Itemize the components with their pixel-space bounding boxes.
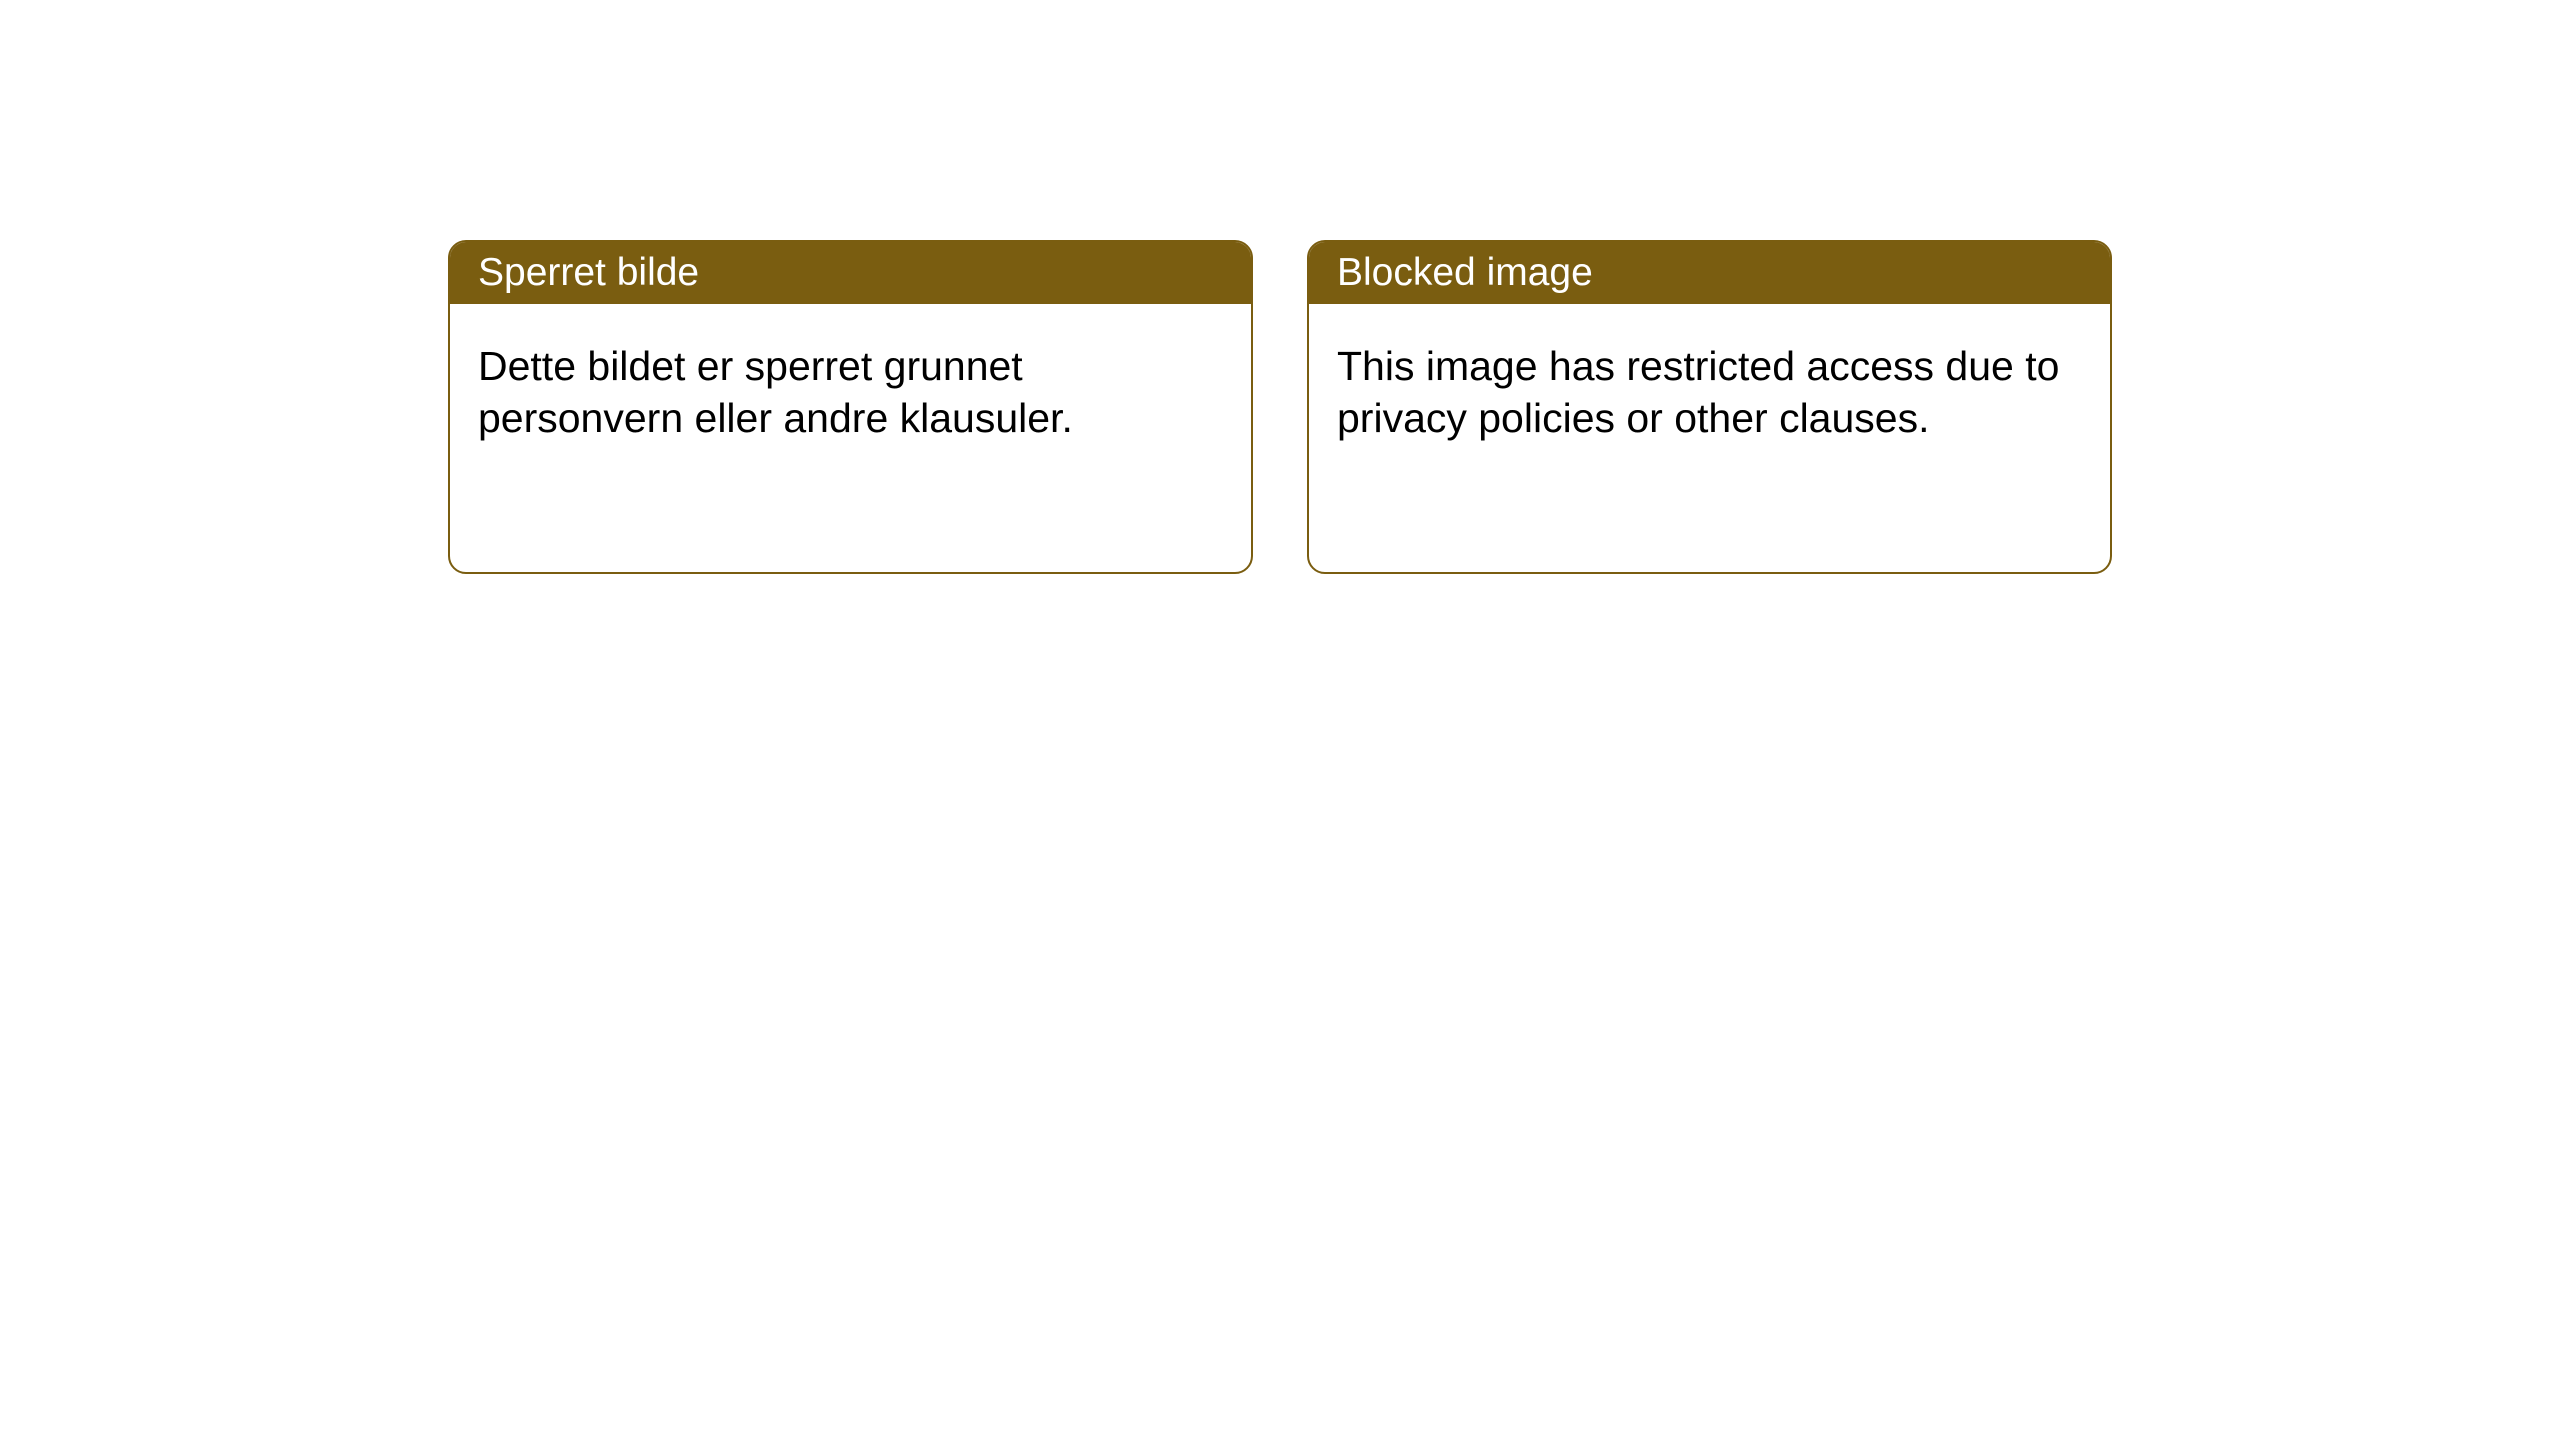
notice-body: Dette bildet er sperret grunnet personve…	[450, 304, 1251, 480]
notice-card-english: Blocked image This image has restricted …	[1307, 240, 2112, 574]
notice-title: Sperret bilde	[450, 242, 1251, 304]
notice-body: This image has restricted access due to …	[1309, 304, 2110, 480]
notice-container: Sperret bilde Dette bildet er sperret gr…	[448, 240, 2112, 574]
notice-title: Blocked image	[1309, 242, 2110, 304]
notice-card-norwegian: Sperret bilde Dette bildet er sperret gr…	[448, 240, 1253, 574]
